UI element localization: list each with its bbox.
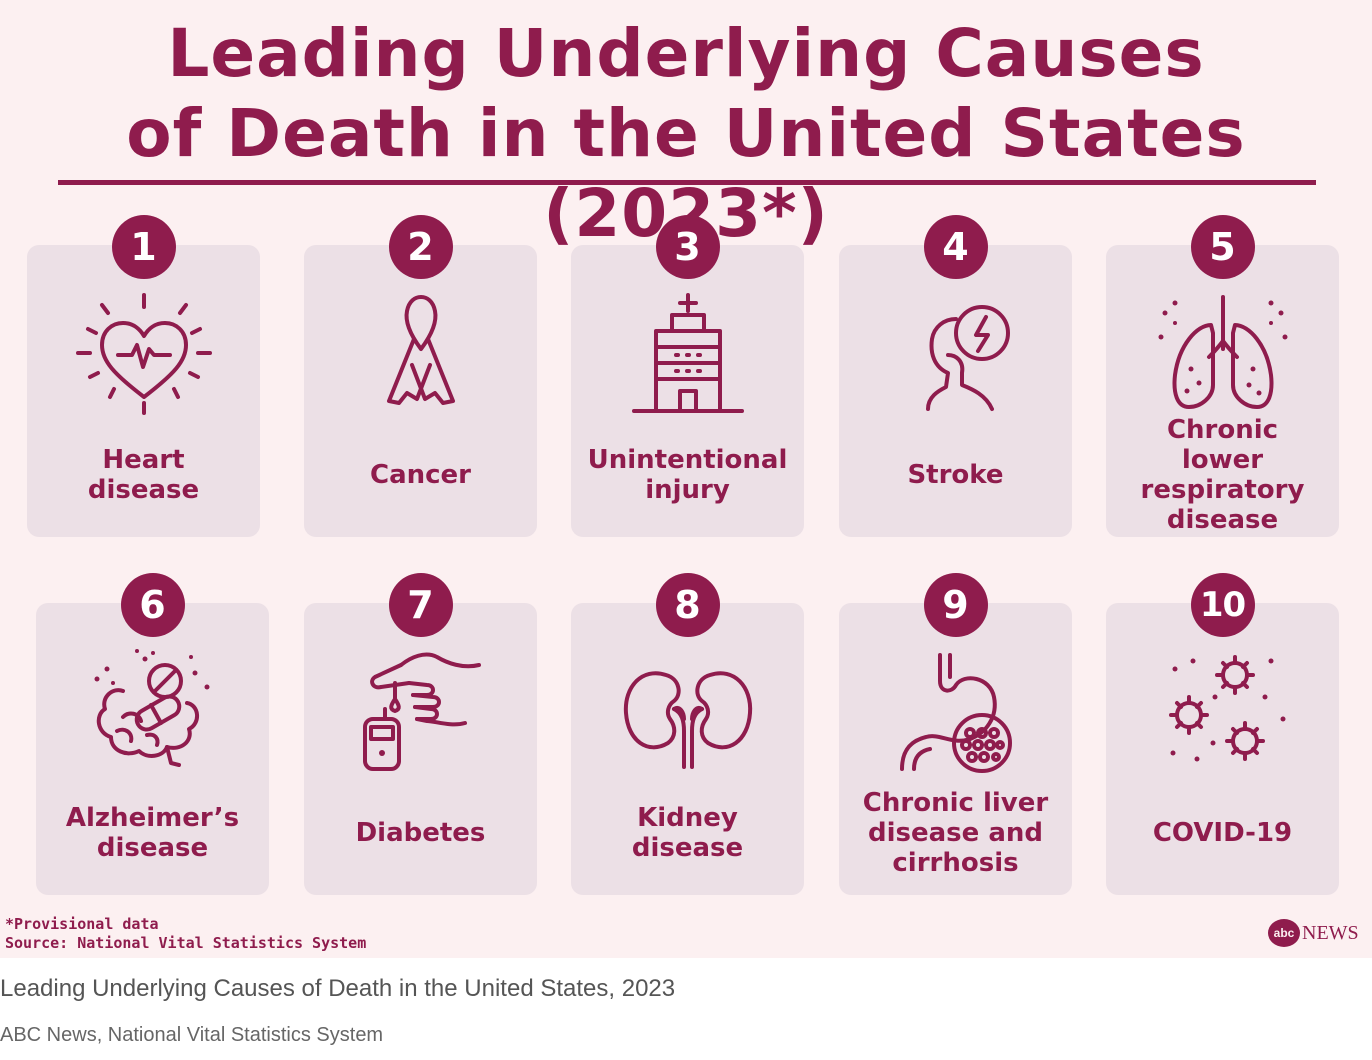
cause-card-1: 1 Heart disease xyxy=(27,215,260,537)
cause-card-10: 10 xyxy=(1106,573,1339,895)
source-note: Source: National Vital Statistics System xyxy=(5,934,367,952)
infographic: Leading Underlying Causes of Death in th… xyxy=(0,0,1372,958)
rank-badge: 6 xyxy=(120,573,185,637)
cause-card-2: 2 Cancer xyxy=(304,215,537,537)
rank-badge: 2 xyxy=(388,215,453,279)
kidneys-icon xyxy=(618,647,758,777)
infographic-title: Leading Underlying Causes of Death in th… xyxy=(0,14,1372,254)
rank-badge: 4 xyxy=(923,215,988,279)
head-lightning-icon xyxy=(886,289,1026,419)
provisional-note: *Provisional data xyxy=(5,915,159,933)
cause-card-6: 6 Alzheimer’s disease xyxy=(36,573,269,895)
abc-logo-circle: abc xyxy=(1268,919,1300,947)
rank-badge: 9 xyxy=(923,573,988,637)
abc-news-logo: abc NEWS xyxy=(1268,918,1359,948)
cause-label: COVID-19 xyxy=(1152,818,1293,848)
cause-card-4: 4 Stroke xyxy=(839,215,1072,537)
rank-badge: 1 xyxy=(111,215,176,279)
image-caption: Leading Underlying Causes of Death in th… xyxy=(0,975,676,1002)
rank-badge: 3 xyxy=(655,215,720,279)
image-credit: ABC News, National Vital Statistics Syst… xyxy=(0,1024,384,1046)
hospital-icon xyxy=(618,289,758,419)
footnote: *Provisional data Source: National Vital… xyxy=(5,915,366,953)
virus-icon xyxy=(1153,647,1293,777)
cause-label: Stroke xyxy=(907,460,1004,490)
title-line-2: of Death in the United States (2023*) xyxy=(126,95,1246,252)
cause-card-5: 5 Chronic lower respiratory disease xyxy=(1106,215,1339,537)
cause-label: Kidney disease xyxy=(631,803,744,863)
title-line-1: Leading Underlying Causes xyxy=(167,15,1205,92)
lungs-icon xyxy=(1153,289,1293,419)
stomach-liver-icon xyxy=(886,647,1026,777)
brain-pills-icon xyxy=(83,647,223,777)
rank-badge: 10 xyxy=(1190,573,1255,637)
awareness-ribbon-icon xyxy=(351,289,491,419)
cause-label: Cancer xyxy=(369,460,471,490)
cause-card-8: 8 Kidney disease xyxy=(571,573,804,895)
cause-label: Alzheimer’s disease xyxy=(65,803,240,863)
heart-icon xyxy=(74,289,214,419)
cause-card-3: 3 Unintentional injury xyxy=(571,215,804,537)
glucose-meter-icon xyxy=(351,647,491,777)
cause-card-7: 7 Diabetes xyxy=(304,573,537,895)
title-underline xyxy=(58,180,1316,185)
rank-badge: 7 xyxy=(388,573,453,637)
cause-label: Unintentional injury xyxy=(587,445,788,505)
cause-card-9: 9 Chronic liver disease and cirrhosis xyxy=(839,573,1072,895)
logo-text: NEWS xyxy=(1302,921,1359,944)
cause-label: Chronic liver disease and cirrhosis xyxy=(862,788,1049,878)
rank-badge: 5 xyxy=(1190,215,1255,279)
cause-label: Heart disease xyxy=(87,445,200,505)
cause-label: Diabetes xyxy=(355,818,486,848)
rank-badge: 8 xyxy=(655,573,720,637)
cause-label: Chronic lower respiratory disease xyxy=(1140,415,1305,535)
